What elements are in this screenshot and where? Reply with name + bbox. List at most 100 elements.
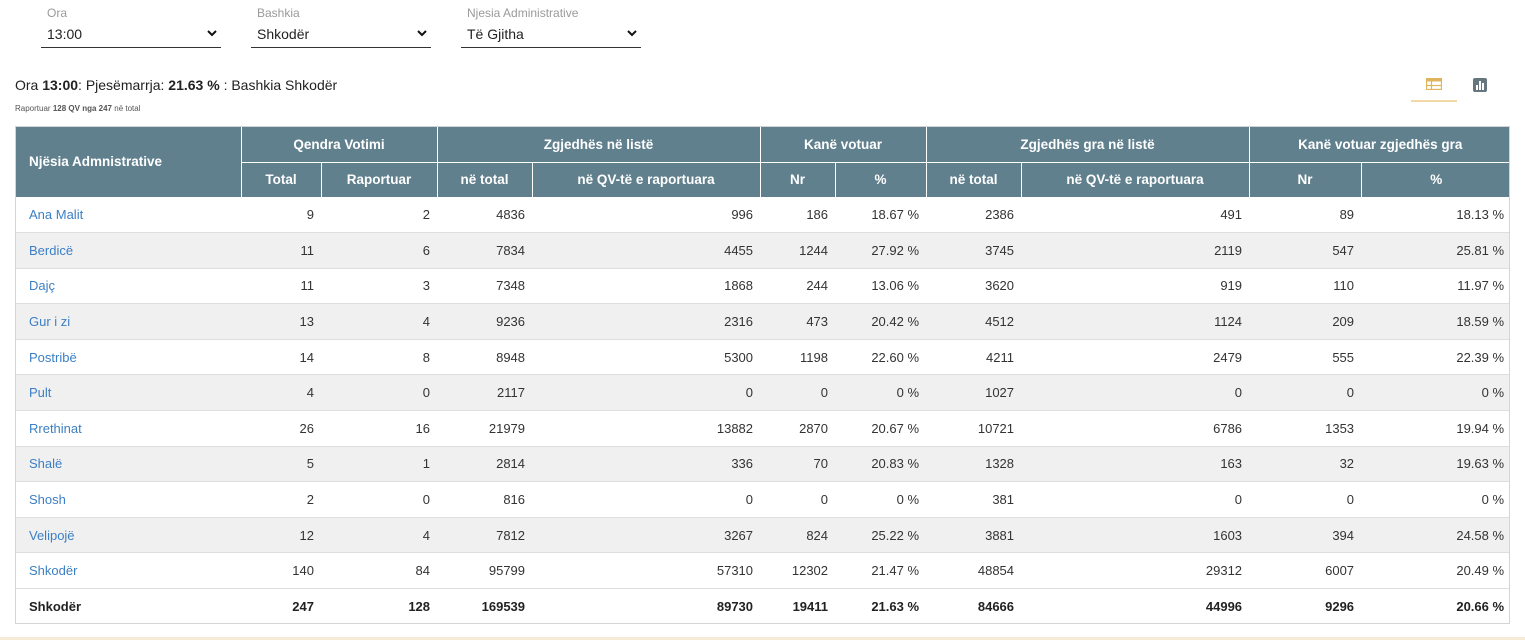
table-cell: 6786 — [1021, 410, 1250, 447]
table-icon — [1426, 78, 1442, 90]
table-cell: 7812 — [437, 516, 533, 553]
table-cell: 824 — [760, 516, 836, 553]
table-cell: 0 — [760, 374, 836, 411]
table-view-button[interactable] — [1411, 68, 1457, 102]
table-cell: 0 — [532, 374, 761, 411]
table-cell: 0 — [760, 481, 836, 518]
subheader-nr: Nr — [759, 162, 836, 198]
summary-pj-value: 21.63 % — [168, 77, 220, 93]
table-cell: 0 % — [835, 481, 927, 518]
view-toggle — [1411, 68, 1503, 102]
table-cell: 22.60 % — [835, 338, 927, 375]
table-cell: 27.92 % — [835, 232, 927, 269]
table-cell: 4836 — [437, 196, 533, 233]
table-row: Berdicë 11 6 7834 4455 1244 27.92 % 3745 2119 547… — [16, 232, 1509, 269]
table-row: Pult 4 0 2117 0 0 0 % 1027 0 0 0 % — [16, 374, 1509, 411]
table-cell: 919 — [1021, 267, 1250, 304]
reported-summary: Raportuar 128 QV nga 247 në total — [15, 104, 141, 113]
table-cell: 20.42 % — [835, 303, 927, 340]
table-cell: 394 — [1249, 516, 1362, 553]
chevron-down-icon — [417, 30, 427, 37]
reported-total: 247 — [98, 104, 113, 113]
table-cell: 3 — [321, 267, 438, 304]
chevron-down-icon — [207, 30, 217, 37]
table-row: Dajç 11 3 7348 1868 244 13.06 % 3620 919 110 11.97… — [16, 267, 1509, 304]
njesia-link[interactable]: Gur i zi — [16, 303, 241, 340]
table-cell: 2119 — [1021, 232, 1250, 269]
table-cell: 3267 — [532, 516, 761, 553]
table-cell: 140 — [241, 552, 321, 589]
table-cell: 2 — [321, 196, 438, 233]
table-cell: 19411 — [760, 588, 836, 623]
chart-view-button[interactable] — [1457, 68, 1503, 102]
table-row: Shkodër 140 84 95799 57310 12302 21.47 % 48854 2… — [16, 552, 1509, 589]
njesia-select[interactable]: Të Gjitha — [461, 20, 641, 48]
table-cell: 9 — [241, 196, 321, 233]
njesia-link[interactable]: Berdicë — [16, 232, 241, 269]
table-cell: 2386 — [926, 196, 1022, 233]
table-total-row: Shkodër 247 128 169539 89730 19411 21.63 % 8466… — [16, 588, 1509, 623]
table-cell: 491 — [1021, 196, 1250, 233]
njesia-link[interactable]: Postribë — [16, 338, 241, 375]
table-cell: 1198 — [760, 338, 836, 375]
filter-ora: Ora 13:00 — [41, 6, 221, 48]
table-cell: 44996 — [1021, 588, 1250, 623]
table-cell: 18.13 % — [1361, 196, 1509, 233]
table-cell: 8 — [321, 338, 438, 375]
table-cell: 3745 — [926, 232, 1022, 269]
table-cell: 0 % — [835, 374, 927, 411]
filter-bashkia: Bashkia Shkodër — [251, 6, 431, 48]
results-table: Njësia Admnistrative Qendra Votimi Zgjed… — [16, 127, 1509, 623]
njesia-link[interactable]: Shalë — [16, 445, 241, 482]
table-cell: 57310 — [532, 552, 761, 589]
filters-bar: Ora 13:00 Bashkia Shkodër Njesia Adminis… — [41, 6, 671, 48]
table-cell: 2870 — [760, 410, 836, 447]
table-cell: 21.63 % — [835, 588, 927, 623]
table-cell: 186 — [760, 196, 836, 233]
subheader-total: Total — [240, 162, 321, 198]
filter-njesia: Njesia Administrative Të Gjitha — [461, 6, 641, 48]
njesia-link[interactable]: Rrethinat — [16, 410, 241, 447]
table-cell: 13.06 % — [835, 267, 927, 304]
results-table-container: Njësia Admnistrative Qendra Votimi Zgjed… — [15, 126, 1510, 624]
njesia-link[interactable]: Pult — [16, 374, 241, 411]
table-cell: 816 — [437, 481, 533, 518]
njesia-link[interactable]: Dajç — [16, 267, 241, 304]
table-cell: 0 — [321, 374, 438, 411]
subheader-ne-total: në total — [436, 162, 533, 198]
table-cell: 29312 — [1021, 552, 1250, 589]
turnout-summary: Ora 13:00: Pjesëmarrja: 21.63 % : Bashki… — [15, 77, 337, 93]
table-cell: 11 — [241, 232, 321, 269]
subheader-percent: % — [834, 162, 927, 198]
table-cell: 48854 — [926, 552, 1022, 589]
ora-select[interactable]: 13:00 — [41, 20, 221, 48]
bashkia-select[interactable]: Shkodër — [251, 20, 431, 48]
filter-bashkia-label: Bashkia — [257, 6, 300, 20]
table-cell: 18.59 % — [1361, 303, 1509, 340]
table-cell: 20.49 % — [1361, 552, 1509, 589]
table-cell: 2117 — [437, 374, 533, 411]
njesia-link[interactable]: Shosh — [16, 481, 241, 518]
total-row-label: Shkodër — [16, 588, 241, 623]
table-cell: 20.83 % — [835, 445, 927, 482]
table-cell: 4 — [241, 374, 321, 411]
table-cell: 555 — [1249, 338, 1362, 375]
header-qendra-votimi: Qendra Votimi — [240, 127, 438, 163]
table-cell: 16 — [321, 410, 438, 447]
table-cell: 13882 — [532, 410, 761, 447]
table-cell: 0 — [1021, 374, 1250, 411]
table-cell: 19.94 % — [1361, 410, 1509, 447]
reported-count: 128 QV — [52, 104, 80, 113]
table-row: Gur i zi 13 4 9236 2316 473 20.42 % 4512 1124 209… — [16, 303, 1509, 340]
filter-ora-label: Ora — [47, 6, 68, 20]
reported-prefix: Raportuar — [15, 104, 51, 113]
table-cell: 128 — [321, 588, 438, 623]
table-cell: 0 % — [1361, 481, 1509, 518]
njesia-link[interactable]: Velipojë — [16, 516, 241, 553]
table-cell: 4211 — [926, 338, 1022, 375]
njesia-link[interactable]: Ana Malit — [16, 196, 241, 233]
table-cell: 996 — [532, 196, 761, 233]
njesia-link[interactable]: Shkodër — [16, 552, 241, 589]
header-zgjedhes-gra: Zgjedhës gra në listë — [925, 127, 1250, 163]
table-row: Ana Malit 9 2 4836 996 186 18.67 % 2386 491 89 18.… — [16, 196, 1509, 233]
